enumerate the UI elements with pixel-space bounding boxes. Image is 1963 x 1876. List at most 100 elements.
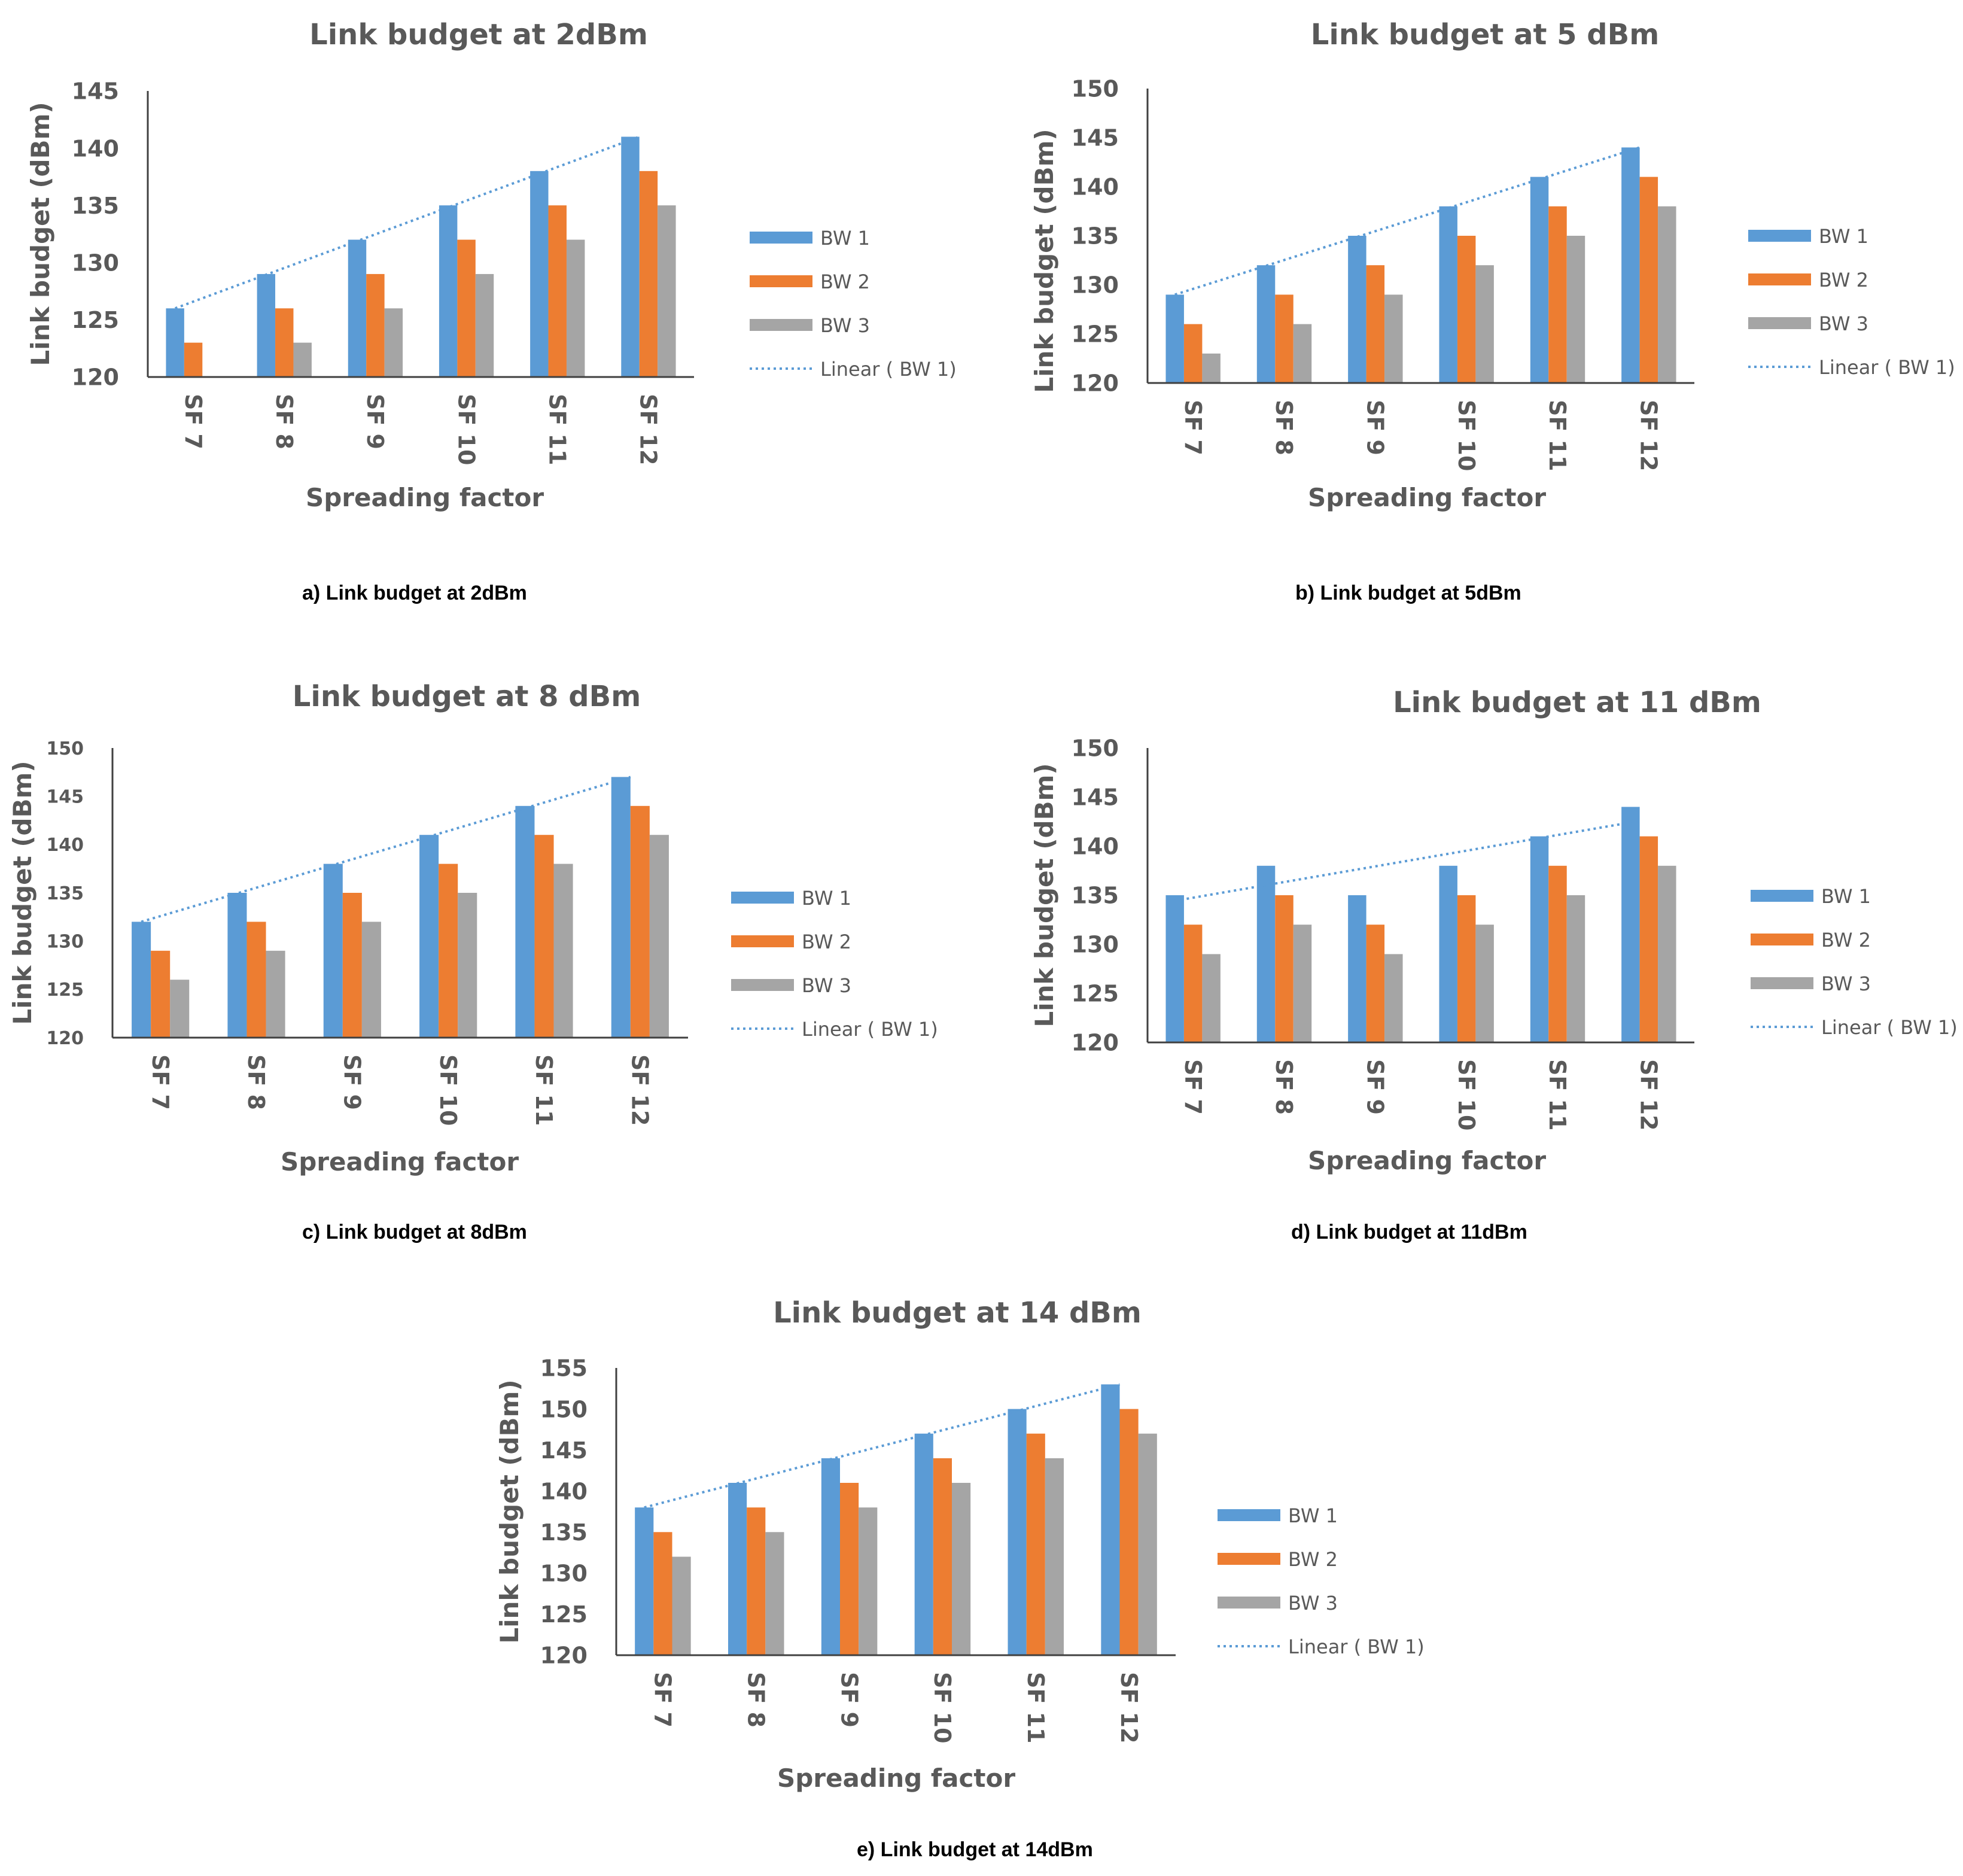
bar-bw3 <box>859 1507 878 1655</box>
bar-bw1 <box>1439 865 1457 1042</box>
legend-swatch <box>731 935 794 947</box>
bar-bw1 <box>1621 807 1640 1042</box>
x-axis-title: Spreading factor <box>777 1763 1015 1793</box>
bar-bw3 <box>658 205 676 377</box>
bar-bw2 <box>1639 177 1658 383</box>
y-tick-label: 120 <box>540 1643 588 1669</box>
legend-label: BW 3 <box>820 314 870 337</box>
bar-bw1 <box>515 805 535 1038</box>
bar-bw1 <box>914 1433 933 1655</box>
x-tick-label: SF 12 <box>1636 400 1662 471</box>
bar-bw2 <box>1639 836 1658 1042</box>
bar-bw3 <box>266 950 285 1038</box>
y-axis-title: Link budget (dBm) <box>1030 763 1059 1027</box>
bar-bw3 <box>1658 865 1676 1042</box>
bar-bw3 <box>1475 265 1494 383</box>
legend-label: BW 2 <box>1288 1548 1338 1571</box>
legend-swatch <box>1748 230 1811 242</box>
y-tick-label: 120 <box>1072 1030 1119 1056</box>
trendline <box>141 776 631 923</box>
caption-d: d) Link budget at 11dBm <box>1291 1221 1527 1243</box>
x-tick-label: SF 10 <box>1453 400 1480 471</box>
bar-bw1 <box>1530 177 1549 383</box>
y-tick-label: 145 <box>46 786 84 807</box>
legend-swatch <box>750 319 812 331</box>
x-tick-label: SF 11 <box>531 1054 557 1126</box>
bar-bw3 <box>361 922 381 1038</box>
caption-e: e) Link budget at 14dBm <box>857 1838 1093 1861</box>
legend-label: BW 2 <box>1821 929 1871 951</box>
x-tick-label: SF 12 <box>1636 1059 1662 1130</box>
bar-bw2 <box>342 893 362 1038</box>
y-tick-label: 130 <box>46 931 84 952</box>
y-axis-title: Link budget (dBm) <box>495 1379 524 1643</box>
y-tick-label: 135 <box>540 1519 588 1546</box>
bar-bw1 <box>323 863 343 1038</box>
bar-bw1 <box>821 1458 840 1655</box>
x-tick-label: SF 9 <box>1362 400 1389 455</box>
legend-label: BW 3 <box>802 974 851 997</box>
y-tick-label: 155 <box>540 1355 588 1382</box>
caption-b: b) Link budget at 5dBm <box>1295 582 1521 604</box>
y-tick-label: 150 <box>46 738 84 759</box>
legend-label: BW 1 <box>1288 1504 1338 1527</box>
bar-bw2 <box>747 1507 766 1655</box>
legend-label: BW 1 <box>1821 885 1871 908</box>
bar-bw1 <box>132 922 151 1038</box>
x-axis-title: Spreading factor <box>281 1147 519 1176</box>
bar-bw3 <box>1293 925 1312 1042</box>
bar-bw1 <box>1256 865 1276 1042</box>
y-tick-label: 140 <box>1072 834 1119 860</box>
bar-bw3 <box>1384 954 1403 1042</box>
legend-label: Linear ( BW 1) <box>1288 1635 1425 1658</box>
legend-swatch <box>1748 317 1811 329</box>
y-tick-label: 140 <box>1072 174 1119 200</box>
bar-bw3 <box>672 1556 691 1655</box>
bar-bw2 <box>439 863 458 1038</box>
bar-bw1 <box>257 273 276 377</box>
bar-bw1 <box>1621 147 1640 383</box>
legend-label: BW 3 <box>1819 312 1868 335</box>
legend-label: Linear ( BW 1) <box>802 1018 938 1041</box>
bar-bw2 <box>1457 895 1476 1042</box>
bar-bw1 <box>348 239 367 377</box>
bar-bw3 <box>1045 1458 1064 1655</box>
bar-bw1 <box>1348 236 1367 383</box>
bar-bw2 <box>1548 206 1567 383</box>
y-axis-title: Link budget (dBm) <box>1030 129 1059 393</box>
bar-bw2 <box>1183 925 1203 1042</box>
x-tick-label: SF 9 <box>362 394 388 449</box>
chart-5: Link budget at 14 dBm 120 125 130 135 140 145 1… <box>495 1296 1425 1793</box>
y-tick-label: 140 <box>72 135 119 162</box>
chart-title: Link budget at 8 dBm <box>293 680 641 713</box>
bar-bw3 <box>1293 324 1312 383</box>
x-tick-label: SF 10 <box>453 394 479 465</box>
legend-swatch <box>731 892 794 904</box>
y-tick-label: 150 <box>1072 76 1119 102</box>
y-tick-label: 125 <box>72 307 119 333</box>
bar-bw3 <box>1658 206 1676 383</box>
bar-bw3 <box>566 239 585 377</box>
legend-swatch <box>1751 977 1813 989</box>
chart-2: Link budget at 5 dBm 120 125 130 135 140 145 15… <box>1030 18 1955 512</box>
y-tick-label: 130 <box>1072 932 1119 958</box>
legend-swatch <box>750 232 812 244</box>
bar-bw1 <box>419 835 439 1038</box>
bar-bw2 <box>548 205 567 377</box>
legend-label: BW 1 <box>820 227 870 250</box>
x-tick-label: SF 12 <box>1116 1672 1142 1743</box>
bar-bw1 <box>621 136 640 378</box>
y-tick-label: 135 <box>46 883 84 904</box>
bar-bw1 <box>530 171 549 377</box>
y-axis-title: Link budget (dBm) <box>26 102 55 366</box>
legend-label: BW 1 <box>802 887 851 910</box>
y-tick-label: 130 <box>72 250 119 276</box>
bar-bw1 <box>1165 895 1184 1042</box>
bar-bw3 <box>1566 895 1585 1042</box>
bar-bw2 <box>1183 324 1203 383</box>
y-tick-label: 135 <box>72 193 119 219</box>
y-tick-label: 130 <box>540 1561 588 1587</box>
bar-bw3 <box>1138 1433 1157 1655</box>
bar-bw3 <box>1566 236 1585 383</box>
y-tick-label: 125 <box>1072 981 1119 1007</box>
